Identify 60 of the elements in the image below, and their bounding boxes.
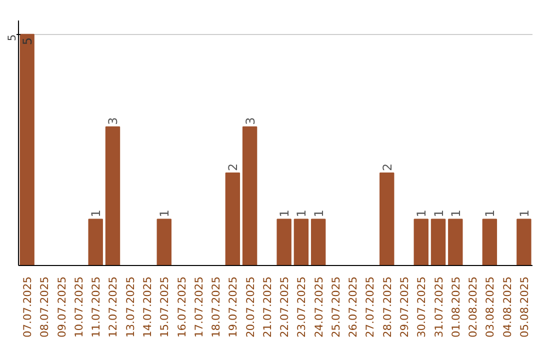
x-tick-label: 24.07.2025 — [312, 276, 326, 338]
data-label: 3 — [243, 117, 258, 125]
data-label: 1 — [517, 210, 532, 218]
bar — [482, 218, 498, 266]
x-tick-label: 08.07.2025 — [38, 276, 52, 338]
x-tick-label: 11.07.2025 — [90, 276, 103, 338]
bar — [225, 172, 240, 266]
data-label: 1 — [483, 210, 498, 218]
x-tick-label: 07.07.2025 — [21, 276, 34, 338]
data-label: 1 — [158, 210, 172, 218]
x-tick-label: 12.07.2025 — [106, 276, 120, 338]
x-tick-label: 23.07.2025 — [295, 276, 308, 338]
bar — [414, 218, 428, 266]
data-label: 1 — [278, 210, 292, 218]
x-tick-label: 17.07.2025 — [192, 276, 206, 338]
x-tick-label: 20.07.2025 — [244, 276, 257, 338]
bar — [156, 218, 172, 266]
x-tick-label: 15.07.2025 — [158, 276, 172, 338]
bar — [88, 218, 103, 266]
x-tick-label: 01.08.2025 — [449, 276, 462, 338]
bar — [105, 126, 120, 266]
x-tick-label: 02.08.2025 — [466, 276, 480, 338]
data-label: 2 — [226, 163, 240, 172]
x-tick-label: 16.07.2025 — [175, 276, 188, 338]
x-tick-label: 18.07.2025 — [210, 276, 223, 338]
x-tick-label: 29.07.2025 — [398, 276, 411, 338]
bar — [294, 218, 309, 266]
x-tick-label: 27.07.2025 — [364, 276, 377, 338]
x-tick-label: 25.07.2025 — [329, 276, 342, 338]
data-label: 5 — [6, 34, 18, 42]
data-label: 1 — [448, 210, 463, 218]
data-label: 2 — [380, 163, 394, 172]
x-tick-label: 21.07.2025 — [260, 276, 274, 338]
bar — [20, 34, 34, 266]
data-label: 1 — [89, 210, 104, 218]
x-tick-label: 04.08.2025 — [500, 276, 514, 338]
data-label: 1 — [432, 210, 446, 218]
data-label: 3 — [106, 117, 120, 125]
bar — [380, 172, 394, 266]
bar — [430, 218, 446, 266]
x-tick-label: 31.07.2025 — [432, 276, 446, 338]
x-tick-label: 14.07.2025 — [141, 276, 154, 338]
bar — [276, 218, 292, 266]
x-tick-label: 03.08.2025 — [484, 276, 497, 338]
bar — [242, 126, 258, 266]
x-tick-label: 22.07.2025 — [278, 276, 292, 338]
bar — [448, 218, 463, 266]
bar — [310, 218, 326, 266]
data-label: 1 — [294, 210, 309, 218]
x-tick-label: 26.07.2025 — [346, 276, 360, 338]
x-tick-label: 05.08.2025 — [518, 276, 531, 338]
bar — [516, 218, 532, 266]
x-tick-label: 30.07.2025 — [415, 276, 428, 338]
x-tick-label: 28.07.2025 — [380, 276, 394, 338]
data-label: 1 — [414, 210, 429, 218]
x-tick-label: 10.07.2025 — [72, 276, 86, 338]
x-tick-label: 09.07.2025 — [55, 276, 68, 338]
x-tick-label: 19.07.2025 — [226, 276, 240, 338]
data-label: 1 — [312, 210, 326, 218]
x-tick-label: 13.07.2025 — [124, 276, 137, 338]
